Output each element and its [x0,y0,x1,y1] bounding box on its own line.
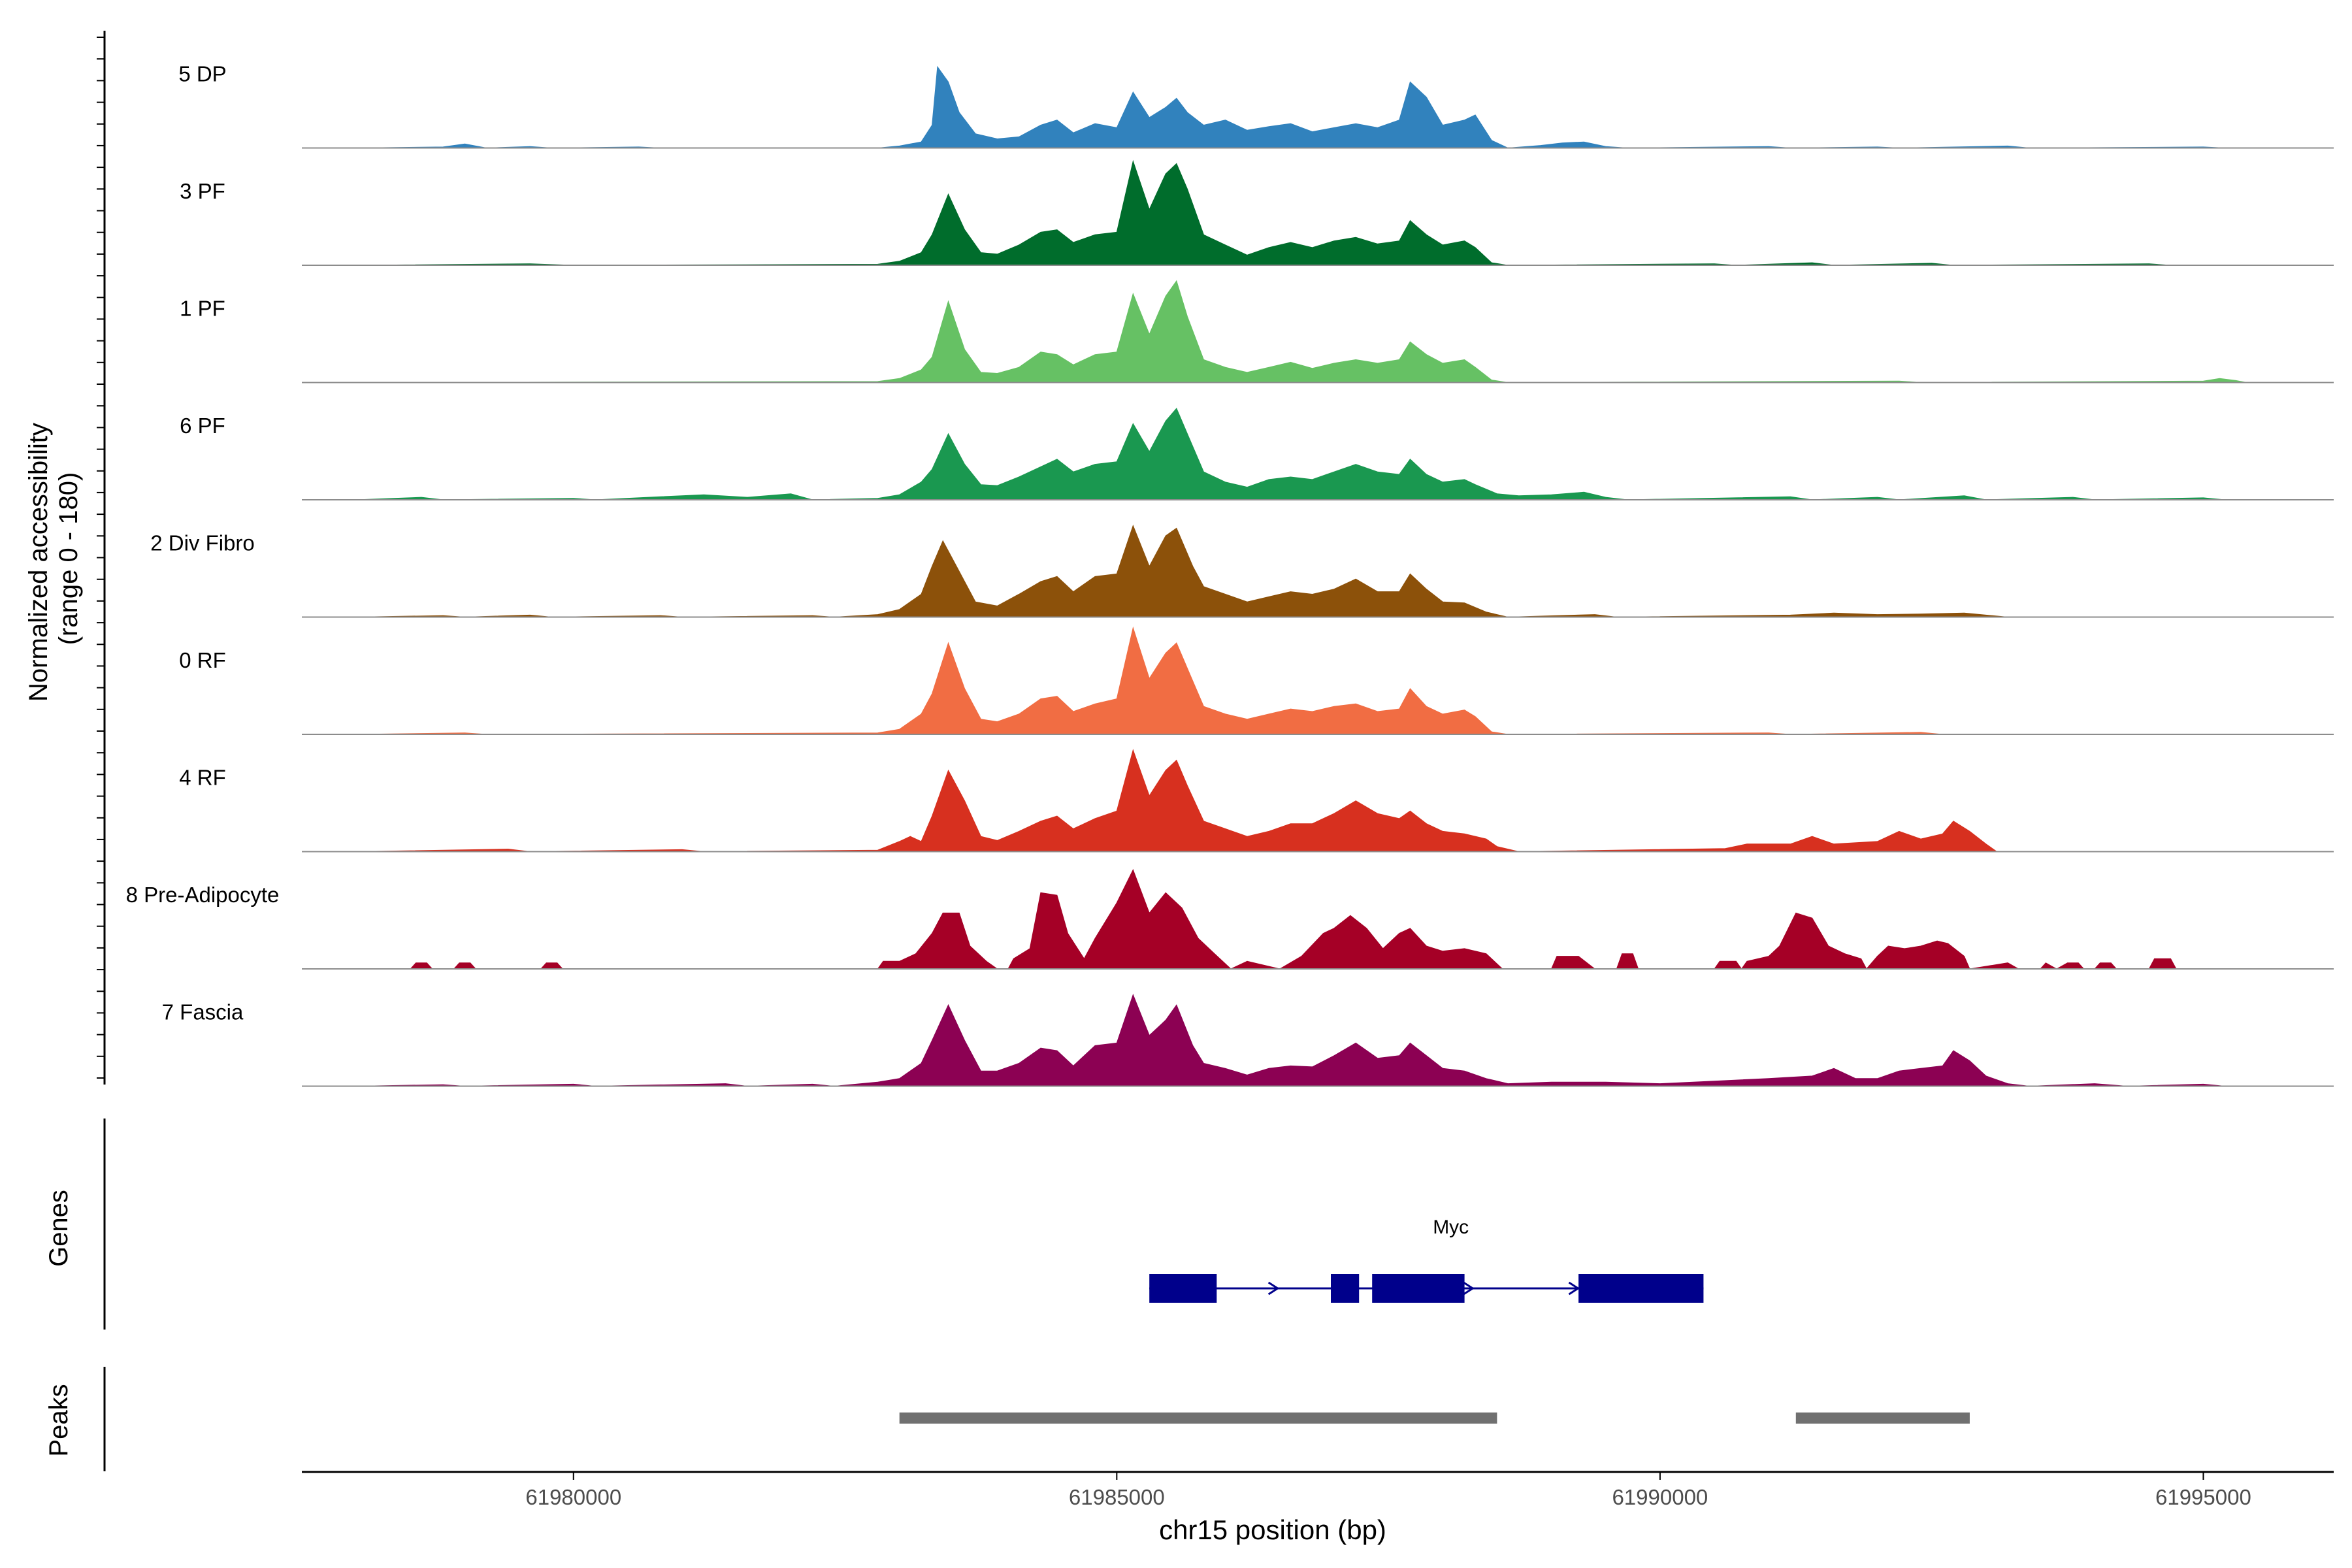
y-axis: Normalized accessibility (range 0 - 180) [24,31,106,1085]
coverage-area-5-dp [356,65,2225,149]
track-label-7-fascia: 7 Fascia [162,1000,244,1024]
coverage-area-3-pf [356,159,2171,266]
x-tick-label: 61985000 [1069,1485,1165,1509]
peak-region [899,1413,1497,1424]
gene-exon [1372,1274,1465,1303]
track-label-4-rf: 4 RF [179,766,226,790]
peaks-track: Peaks [44,1367,1970,1471]
x-tick-label: 61990000 [1612,1485,1708,1509]
track-2-div-fibro: 2 Div Fibro [150,525,2334,618]
peaks-track-label: Peaks [44,1384,73,1456]
coverage-area-4-rf [356,749,1998,853]
track-8-pre-adipocyte: 8 Pre-Adipocyte [126,869,2334,970]
gene-exon [1149,1274,1217,1303]
gene-exon [1331,1274,1360,1303]
track-6-pf: 6 PF [180,408,2334,500]
coverage-area-2-div-fibro [356,525,2008,618]
x-tick-label: 61995000 [2155,1485,2251,1509]
track-7-fascia: 7 Fascia [162,994,2334,1087]
coverage-area-1-pf [356,280,2247,384]
gene-strand-arrow [1154,1281,1166,1296]
track-label-8-pre-adipocyte: 8 Pre-Adipocyte [126,883,280,907]
track-label-6-pf: 6 PF [180,414,225,438]
y-axis-label-line1: Normalized accessibility [24,423,53,702]
track-label-3-pf: 3 PF [180,179,225,203]
x-axis: chr15 position (bp) 61980000 61985000 6199… [302,1471,2334,1545]
coverage-tracks: 5 DP 3 PF 1 PF 6 PF 2 Div Fibro 0 RF 4 RF 8 Pre… [126,62,2334,1087]
track-5-dp: 5 DP [178,62,2334,149]
x-axis-label: chr15 position (bp) [1159,1514,1386,1545]
y-axis-label-line2: (range 0 - 180) [54,472,83,645]
coverage-area-8-pre-adipocyte [356,869,2177,970]
gene-label: Myc [1433,1217,1469,1238]
genes-track: Genes Myc [44,1119,1704,1330]
track-label-0-rf: 0 RF [179,648,226,672]
track-4-rf: 4 RF [179,749,2334,853]
track-label-2-div-fibro: 2 Div Fibro [150,531,255,555]
gene-strand-arrow [1463,1281,1475,1296]
track-label-5-dp: 5 DP [178,62,226,86]
genes-track-label: Genes [44,1190,73,1267]
coverage-area-7-fascia [356,994,2225,1087]
gene-strand-arrow [1568,1281,1580,1296]
track-3-pf: 3 PF [180,159,2334,266]
x-tick-label: 61980000 [525,1485,621,1509]
y-axis-label: Normalized accessibility (range 0 - 180) [24,416,83,702]
track-1-pf: 1 PF [180,280,2334,384]
track-0-rf: 0 RF [179,626,2334,735]
coverage-area-0-rf [356,626,1943,735]
coverage-area-6-pf [356,408,2225,500]
gene-strand-arrow [1267,1281,1280,1296]
track-label-1-pf: 1 PF [180,297,225,321]
peak-region [1795,1413,1970,1424]
gene-exon [1578,1274,1704,1303]
